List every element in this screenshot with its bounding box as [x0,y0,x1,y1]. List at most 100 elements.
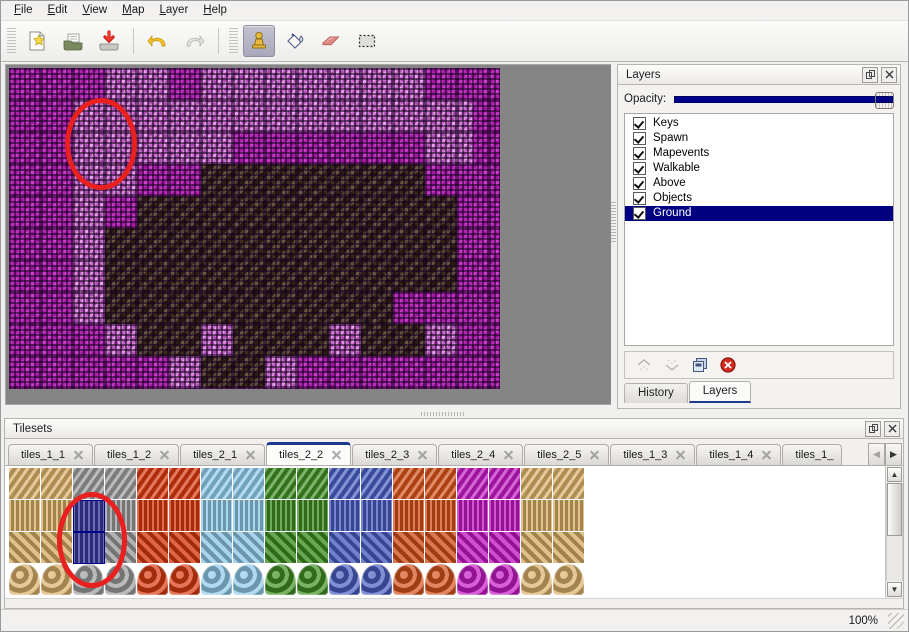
fill-bucket-icon[interactable] [279,25,311,57]
tileset-tile[interactable] [297,532,329,564]
horizontal-splitter[interactable] [1,409,908,418]
map-canvas[interactable] [9,68,500,389]
toolbar-grip-2[interactable] [229,28,238,54]
tileset-tab-close-icon[interactable] [73,450,84,461]
duplicate-layer-icon[interactable] [689,354,711,376]
vertical-splitter-grip[interactable] [611,202,616,244]
tileset-tile[interactable] [169,500,201,532]
chevron-right-icon[interactable]: ▶ [885,442,902,465]
tileset-tab-close-icon[interactable] [159,450,170,461]
tileset-tile[interactable] [297,500,329,532]
layer-row[interactable]: Above [625,176,893,191]
tileset-tile[interactable] [41,468,73,500]
tileset-tile[interactable] [137,500,169,532]
menu-help[interactable]: Help [203,4,227,16]
tileset-tile[interactable] [137,532,169,564]
tileset-tile[interactable] [233,564,265,596]
menu-layer[interactable]: Layer [159,4,189,16]
tileset-tile[interactable] [489,468,521,500]
tileset-tab-close-icon[interactable] [417,450,428,461]
tileset-tile[interactable] [329,564,361,596]
tileset-tile[interactable] [9,500,41,532]
tileset-tile[interactable] [169,468,201,500]
tileset-tile[interactable] [105,500,137,532]
layer-visibility-checkbox[interactable] [633,162,646,175]
opacity-slider-track[interactable] [674,96,894,103]
tileset-tile[interactable] [9,468,41,500]
window-resize-grip[interactable] [888,612,904,629]
float-icon[interactable] [865,420,881,437]
tileset-tile[interactable] [457,468,489,500]
tileset-tile[interactable] [297,468,329,500]
tileset-tile[interactable] [425,500,457,532]
tileset-tab[interactable]: tiles_1_ [782,444,843,465]
tileset-tile[interactable] [553,468,585,500]
layer-row[interactable]: Walkable [625,161,893,176]
tileset-tile[interactable] [201,564,233,596]
tileset-tile[interactable] [41,500,73,532]
vertical-splitter[interactable] [611,62,616,409]
tileset-tab-close-icon[interactable] [503,450,514,461]
tileset-tile[interactable] [41,532,73,564]
new-file-icon[interactable] [21,25,53,57]
tileset-tile[interactable] [521,468,553,500]
scroll-up-icon[interactable]: ▲ [887,467,902,482]
float-icon[interactable] [862,66,878,83]
layer-row-selected[interactable]: Ground [625,206,893,221]
tileset-tile[interactable] [489,500,521,532]
tileset-tile[interactable] [9,532,41,564]
tileset-tile[interactable] [393,500,425,532]
tileset-tab[interactable]: tiles_2_3 [352,444,438,465]
tileset-tile[interactable] [201,532,233,564]
tileset-tile[interactable] [297,564,329,596]
menu-file[interactable]: File [14,4,33,16]
layer-row[interactable]: Keys [625,116,893,131]
delete-layer-icon[interactable] [717,354,739,376]
menu-edit[interactable]: Edit [47,4,68,16]
tileset-tab[interactable]: tiles_1_1 [8,444,94,465]
tileset-tile[interactable] [41,564,73,596]
tileset-tile[interactable] [265,564,297,596]
tileset-tile[interactable] [73,468,105,500]
tileset-tile[interactable] [393,468,425,500]
layer-row[interactable]: Spawn [625,131,893,146]
tileset-tab-active[interactable]: tiles_2_2 [266,442,352,465]
tileset-tile[interactable] [425,532,457,564]
tileset-tile[interactable] [361,468,393,500]
tileset-tile[interactable] [457,532,489,564]
tileset-palette-grid[interactable] [9,468,585,596]
tileset-tab[interactable]: tiles_2_5 [524,444,610,465]
layer-visibility-checkbox[interactable] [633,132,646,145]
chevron-left-icon[interactable]: ◀ [868,442,885,465]
close-icon[interactable] [884,420,900,437]
tileset-tab[interactable]: tiles_1_4 [696,444,782,465]
map-viewport[interactable] [5,64,613,405]
tileset-tab-close-icon[interactable] [675,450,686,461]
tileset-tile[interactable] [329,500,361,532]
redo-icon[interactable] [178,25,210,57]
tileset-tile[interactable] [105,564,137,596]
layer-visibility-checkbox[interactable] [633,207,646,220]
tileset-tile[interactable] [73,500,105,532]
tileset-tile[interactable] [105,468,137,500]
tileset-tab-close-icon[interactable] [761,450,772,461]
tab-history[interactable]: History [624,383,688,403]
close-icon[interactable] [881,66,897,83]
horizontal-splitter-grip[interactable] [421,412,465,416]
open-folder-icon[interactable] [57,25,89,57]
menu-view[interactable]: View [82,4,108,16]
tileset-tile[interactable] [425,468,457,500]
tileset-tile[interactable] [265,468,297,500]
tileset-tab-close-icon[interactable] [589,450,600,461]
move-layer-down-icon[interactable] [661,354,683,376]
tileset-tab[interactable]: tiles_2_1 [180,444,266,465]
opacity-slider[interactable] [674,91,894,109]
tileset-tab[interactable]: tiles_1_2 [94,444,180,465]
tileset-tile[interactable] [137,564,169,596]
tileset-tile[interactable] [233,500,265,532]
layer-visibility-checkbox[interactable] [633,117,646,130]
tileset-tile[interactable] [521,500,553,532]
menu-map[interactable]: Map [122,4,145,16]
tileset-palette-scroll[interactable] [5,466,885,598]
tileset-tab-close-icon[interactable] [245,450,256,461]
